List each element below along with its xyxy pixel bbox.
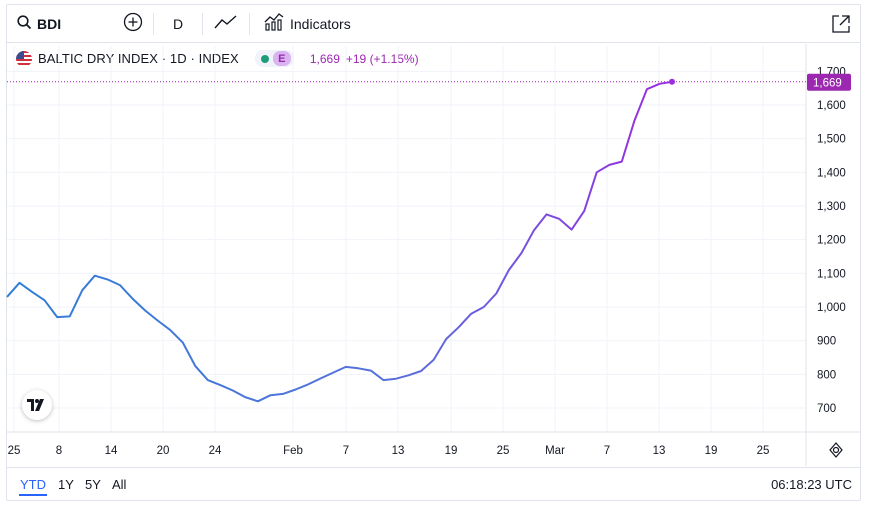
x-tick-label: 20 — [157, 445, 170, 457]
x-tick-label: Feb — [283, 445, 303, 457]
line-chart-icon — [214, 14, 238, 33]
symbol-label: BDI — [37, 15, 62, 32]
series-line — [6, 80, 673, 403]
x-tick-label: 14 — [105, 445, 118, 457]
eod-badge: E — [272, 51, 291, 66]
price-change: +19 (+1.15%) — [345, 51, 419, 66]
x-tick-label: 7 — [343, 445, 349, 457]
chart-widget-frame — [6, 4, 861, 501]
x-tick-label: 7 — [604, 445, 610, 457]
bottom-bar: YTD 1Y 5Y All 06:18:23 UTC — [7, 467, 860, 500]
y-tick-label: 1,100 — [817, 268, 846, 280]
interval-label: D — [172, 15, 184, 32]
y-tick-label: 700 — [817, 403, 836, 415]
last-price-label: 1,669 — [813, 77, 842, 89]
y-tick-label: 1,200 — [817, 235, 846, 247]
market-status-badge[interactable]: E — [254, 50, 294, 67]
indicators-button[interactable]: Indicators — [250, 5, 351, 43]
y-tick-label: 1,400 — [817, 167, 846, 179]
status-dot-icon — [260, 54, 269, 63]
range-1y-button[interactable]: 1Y — [58, 477, 74, 492]
toolbar-divider — [249, 12, 250, 35]
fullscreen-button[interactable] — [830, 13, 852, 38]
y-tick-label: 1,000 — [817, 302, 846, 314]
indicators-label: Indicators — [290, 15, 351, 32]
range-all-button[interactable]: All — [112, 477, 127, 492]
range-5y-button[interactable]: 5Y — [85, 477, 101, 492]
tradingview-logo-icon[interactable] — [22, 390, 52, 420]
toolbar-divider — [202, 12, 203, 35]
x-tick-label: 13 — [392, 445, 405, 457]
x-tick-label: Mar — [545, 445, 565, 457]
y-tick-label: 900 — [817, 336, 836, 348]
last-point-marker — [669, 78, 675, 85]
x-tick-label: 19 — [705, 445, 718, 457]
x-tick-label: 25 — [497, 445, 510, 457]
compare-button[interactable] — [113, 5, 153, 43]
fullscreen-icon — [830, 15, 852, 38]
search-icon — [17, 14, 37, 33]
x-tick-label: 8 — [56, 445, 62, 457]
active-range-indicator — [19, 494, 47, 496]
x-tick-label: 24 — [209, 445, 222, 457]
range-ytd-button[interactable]: YTD — [20, 477, 46, 492]
last-price: 1,669 — [309, 51, 340, 66]
chart-type-button[interactable] — [203, 5, 249, 43]
symbol-title: BALTIC DRY INDEX · 1D · INDEX — [38, 51, 239, 66]
y-tick-label: 800 — [817, 369, 836, 381]
toolbar: BDI D Indicators — [7, 5, 860, 43]
us-flag-icon — [16, 50, 32, 67]
x-tick-label: 19 — [445, 445, 458, 457]
x-tick-label: 25 — [757, 445, 770, 457]
settings-icon[interactable] — [828, 442, 844, 463]
y-tick-label: 1,500 — [817, 134, 846, 146]
last-price-label-bg — [807, 73, 851, 91]
x-tick-label: 13 — [653, 445, 666, 457]
x-tick-label: 25 — [8, 445, 21, 457]
y-tick-label: 1,300 — [817, 201, 846, 213]
symbol-search[interactable]: BDI — [7, 5, 113, 43]
utc-clock: 06:18:23 UTC — [771, 477, 852, 492]
indicators-icon — [264, 13, 290, 34]
toolbar-divider — [153, 12, 154, 35]
plus-circle-icon — [123, 12, 143, 35]
y-tick-label: 1,600 — [817, 100, 846, 112]
chart-legend: BALTIC DRY INDEX · 1D · INDEX E 1,669 +1… — [16, 50, 419, 67]
interval-button[interactable]: D — [154, 5, 202, 43]
